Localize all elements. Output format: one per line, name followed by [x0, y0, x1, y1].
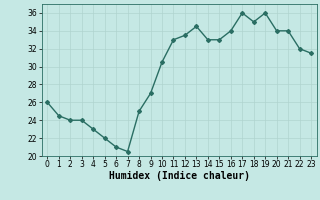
X-axis label: Humidex (Indice chaleur): Humidex (Indice chaleur) [109, 171, 250, 181]
